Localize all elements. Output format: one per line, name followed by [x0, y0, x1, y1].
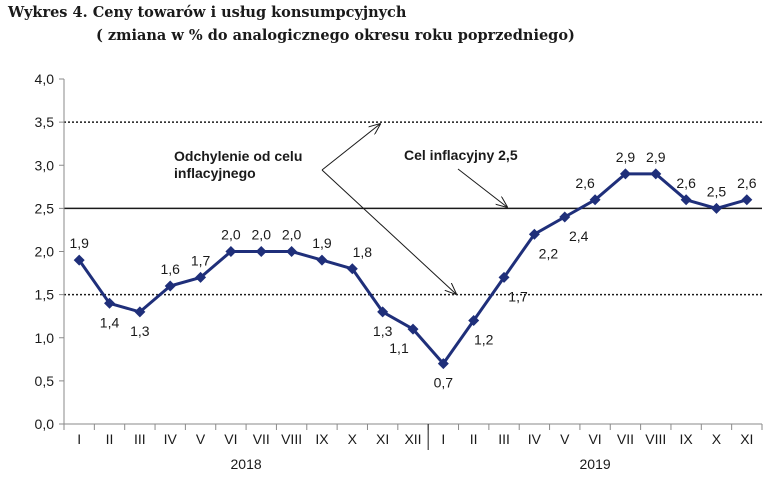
- data-point: [195, 271, 207, 283]
- y-tick-label: 1,5: [35, 287, 55, 303]
- y-tick-label: 2,5: [35, 200, 55, 216]
- x-tick-label: I: [77, 431, 81, 447]
- data-labels: 1,91,41,31,61,72,0 2,0 2,01,91,81,31,10,71…: [69, 149, 756, 391]
- data-label: 2,2: [539, 245, 559, 261]
- target-annotation: Cel inflacyjny 2,5: [404, 147, 518, 163]
- data-label: 2,9: [616, 149, 636, 165]
- data-point: [650, 168, 662, 180]
- data-point: [407, 323, 419, 335]
- y-tick-label: 0,0: [35, 416, 55, 432]
- data-label: 2,4: [569, 228, 589, 244]
- data-label: 1,3: [130, 323, 150, 339]
- reference-lines: [64, 121, 762, 296]
- deviation-annotation-line1: Odchylenie od celu: [174, 148, 302, 164]
- target-arrow: [457, 168, 507, 207]
- x-tick-label: VII: [253, 431, 270, 447]
- data-label: 1,7: [508, 288, 528, 304]
- data-label: 2,0: [282, 227, 302, 243]
- x-tick-label: V: [196, 431, 206, 447]
- x-tick-label: VI: [224, 431, 237, 447]
- data-point: [498, 271, 510, 283]
- x-tick-label: VIII: [645, 431, 666, 447]
- x-tick-label: VI: [588, 431, 601, 447]
- y-tick-label: 4,0: [35, 71, 55, 87]
- data-label: 2,5: [707, 183, 727, 199]
- data-point: [346, 263, 358, 275]
- x-tick-label: II: [470, 431, 478, 447]
- y-tick-label: 3,0: [35, 157, 55, 173]
- deviation-annotation-line2: inflacyjnego: [174, 165, 256, 181]
- data-point: [710, 202, 722, 214]
- data-point: [255, 246, 267, 257]
- data-label: 1,9: [69, 235, 89, 251]
- x-tick-label: IV: [528, 431, 542, 447]
- data-point: [741, 194, 753, 206]
- data-point: [164, 280, 176, 292]
- data-point: [134, 306, 146, 318]
- x-tick-label: IX: [315, 431, 329, 447]
- chart-subtitle: ( zmiana w % do analogicznego okresu rok…: [96, 27, 575, 44]
- data-label: 2,6: [575, 175, 595, 191]
- x-tick-label: V: [560, 431, 570, 447]
- data-label: 1,3: [373, 323, 393, 339]
- data-point: [377, 306, 389, 318]
- x-tick-label: XII: [404, 431, 421, 447]
- data-label: 1,9: [312, 235, 332, 251]
- data-label: 2,6: [676, 175, 696, 191]
- data-label: 1,8: [353, 244, 373, 260]
- y-tick-label: 0,5: [35, 373, 55, 389]
- data-label: 1,1: [389, 340, 409, 356]
- deviation-arrow-down: [321, 169, 456, 294]
- data-label: 2,0: [221, 227, 241, 243]
- x-tick-label: II: [106, 431, 114, 447]
- chart-title: Wykres 4. Ceny towarów i usług konsumpcy…: [8, 4, 407, 21]
- year-label: 2018: [231, 456, 262, 472]
- series-cpi: [73, 168, 753, 370]
- deviation-arrow-up: [321, 124, 380, 171]
- data-point: [468, 315, 480, 326]
- data-point: [73, 254, 85, 266]
- data-label: 1,6: [160, 261, 180, 277]
- data-label: 1,2: [474, 332, 494, 348]
- data-label: 2,6: [737, 175, 757, 191]
- data-label: 0,7: [434, 375, 454, 391]
- x-tick-label: XI: [740, 431, 753, 447]
- x-tick-label: IV: [164, 431, 178, 447]
- data-label: 2,0: [252, 227, 272, 243]
- data-label: 2,9: [646, 149, 666, 165]
- data-point: [559, 211, 571, 223]
- y-tick-label: 2,0: [35, 244, 55, 260]
- data-point: [225, 246, 237, 257]
- x-tick-label: III: [498, 431, 510, 447]
- data-label: 1,4: [100, 314, 120, 330]
- x-tick-label: III: [134, 431, 146, 447]
- axes: 0,00,51,01,52,02,53,03,54,0I II III IV V VI VI…: [35, 71, 763, 472]
- data-label: 1,7: [191, 252, 211, 268]
- x-tick-label: XI: [376, 431, 389, 447]
- x-tick-label: VII: [617, 431, 634, 447]
- data-point: [286, 246, 298, 257]
- y-tick-label: 3,5: [35, 114, 55, 130]
- data-point: [619, 168, 631, 180]
- x-tick-label: IX: [680, 431, 694, 447]
- data-point: [589, 194, 601, 206]
- x-tick-label: I: [441, 431, 445, 447]
- data-point: [104, 297, 116, 309]
- data-point: [316, 254, 328, 266]
- data-point: [680, 194, 692, 206]
- year-label: 2019: [580, 456, 611, 472]
- x-tick-label: X: [348, 431, 358, 447]
- data-point: [528, 228, 540, 240]
- x-tick-label: VIII: [281, 431, 302, 447]
- y-tick-label: 1,0: [35, 330, 55, 346]
- annotations: Cel inflacyjny 2,5 Odchylenie od celu in…: [174, 124, 518, 294]
- data-point: [437, 358, 449, 370]
- x-tick-label: X: [712, 431, 722, 447]
